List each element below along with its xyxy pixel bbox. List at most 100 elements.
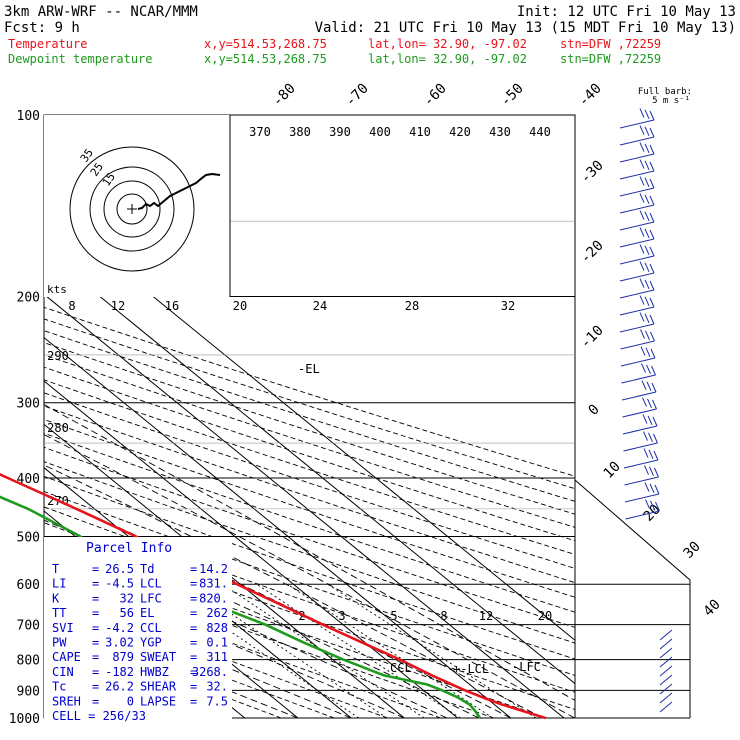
pressure-tick-label: 900 <box>17 684 40 699</box>
parcel-info-value: 0 <box>127 694 134 708</box>
pressure-tick-label: 800 <box>17 654 40 669</box>
lcl-annotation: +-LCL <box>453 662 489 676</box>
wind-barb-feather <box>644 211 650 222</box>
parcel-info-value: 0.1 <box>206 636 228 650</box>
wind-barb-feather <box>639 159 645 169</box>
parcel-info-key: CAPE <box>52 650 81 664</box>
wind-barb <box>625 510 660 520</box>
wind-barb-feather <box>649 314 655 325</box>
parcel-info-value: -182 <box>105 665 134 679</box>
isotherm-label: -60 <box>421 81 450 110</box>
parcel-info-eq: = <box>92 591 99 605</box>
wind-barb-feather <box>640 346 646 356</box>
wind-barb-feather <box>644 482 650 492</box>
wind-barb-feather <box>649 161 655 172</box>
wind-barb-feather <box>649 483 655 494</box>
speed-scale-label: 16 <box>165 299 179 313</box>
speed-scale-label: 28 <box>405 299 419 313</box>
parcel-info-value: 262 <box>206 606 228 620</box>
model-title: 3km ARW-WRF -- NCAR/MMM <box>4 4 198 20</box>
hodograph-trace <box>137 172 221 210</box>
wind-barb <box>620 357 656 367</box>
wind-barb <box>659 674 673 686</box>
isotherm-label: -30 <box>578 158 607 187</box>
wind-barb-feather <box>643 431 648 441</box>
parcel-info-value: 3.02 <box>105 636 134 650</box>
wind-barb-feather <box>639 142 645 152</box>
valid-time: Valid: 21 UTC Fri 10 May 13 (15 MDT Fri … <box>315 20 736 36</box>
pressure-tick-label: 1000 <box>9 712 40 727</box>
parcel-info-eq: = <box>92 577 99 591</box>
mixing-ratio-label: 5 <box>390 609 397 623</box>
parcel-info-eq: = <box>190 680 197 694</box>
wind-barb-feather <box>649 246 655 257</box>
parcel-info-key: YGP <box>140 636 162 650</box>
wind-barb-feather <box>644 262 650 273</box>
wind-barb-feather <box>644 143 650 154</box>
el-annotation: -EL <box>298 362 320 376</box>
wind-barb-feather <box>647 398 652 409</box>
wind-barb <box>621 374 656 384</box>
lfc-annotation: -LFC <box>512 660 541 674</box>
wind-barb <box>623 442 658 452</box>
wind-barb-feather <box>651 382 657 393</box>
parcel-info-value: -4.5 <box>105 577 134 591</box>
wind-barb <box>619 289 655 299</box>
parcel-info-value: 311 <box>206 650 228 664</box>
wind-barb-feather <box>652 399 657 410</box>
wind-barb-feather <box>648 449 654 460</box>
wind-barb-feather <box>644 296 650 307</box>
wind-barb-feather <box>649 229 655 240</box>
dewpoint-latlon: lat,lon= 32.90, -97.02 <box>368 52 527 66</box>
wind-barb-feather <box>647 415 653 426</box>
wind-barb-feather <box>644 126 650 137</box>
wind-barb-feather <box>640 329 645 339</box>
isotherm-label: 10 <box>601 459 624 482</box>
wind-barb-feather <box>649 178 655 189</box>
hodograph-units-label: kts <box>47 283 67 296</box>
wind-barb-feather <box>646 364 651 375</box>
theta-label: 440 <box>529 125 551 139</box>
wind-barb <box>621 391 657 401</box>
wind-barb <box>619 170 655 180</box>
speed-scale-label: 12 <box>111 299 125 313</box>
wind-barb-feather <box>645 330 650 341</box>
parcel-info-key: TT <box>52 606 66 620</box>
wind-barb <box>619 306 655 316</box>
wind-barb-feather <box>639 312 645 322</box>
parcel-info-key: LCL <box>140 577 162 591</box>
wind-barb-feather <box>649 212 655 223</box>
hodograph-ring <box>103 180 161 238</box>
parcel-info-value: 32. <box>206 680 228 694</box>
isotherm-line <box>44 380 458 718</box>
wind-barb-feather <box>645 347 651 358</box>
theta-label: 390 <box>329 125 351 139</box>
wind-barb-feather <box>643 448 649 458</box>
wind-barb <box>619 187 655 197</box>
parcel-info-eq: = <box>92 694 99 708</box>
parcel-info-value: 26.5 <box>105 562 134 576</box>
pressure-tick-label: 100 <box>17 109 40 124</box>
wind-barb-feather <box>644 194 650 205</box>
dewpoint-xy: x,y=514.53,268.75 <box>204 52 327 66</box>
isotherm-label: -40 <box>576 81 605 110</box>
isotherm-label: -50 <box>498 81 527 110</box>
wind-barb-feather <box>639 193 645 203</box>
parcel-info-value: 14.2 <box>199 562 228 576</box>
wind-barb-feather <box>649 466 654 477</box>
theta-label: 400 <box>369 125 391 139</box>
wind-barb <box>659 656 673 668</box>
isotherm-line <box>44 293 565 718</box>
isotherm-label: -80 <box>270 81 299 110</box>
temperature-legend-label: Temperature <box>8 37 87 51</box>
wind-barb-feather <box>653 433 658 444</box>
isotherm-label: -20 <box>578 238 607 267</box>
wind-barb-feather <box>644 177 650 188</box>
parcel-info-key: EL <box>140 606 154 620</box>
theta-label: 430 <box>489 125 511 139</box>
parcel-info-eq: = <box>190 606 197 620</box>
wind-barb-feather <box>644 160 650 171</box>
parcel-info-eq: = <box>190 636 197 650</box>
theta-label: 420 <box>449 125 471 139</box>
wind-barb <box>619 238 655 248</box>
